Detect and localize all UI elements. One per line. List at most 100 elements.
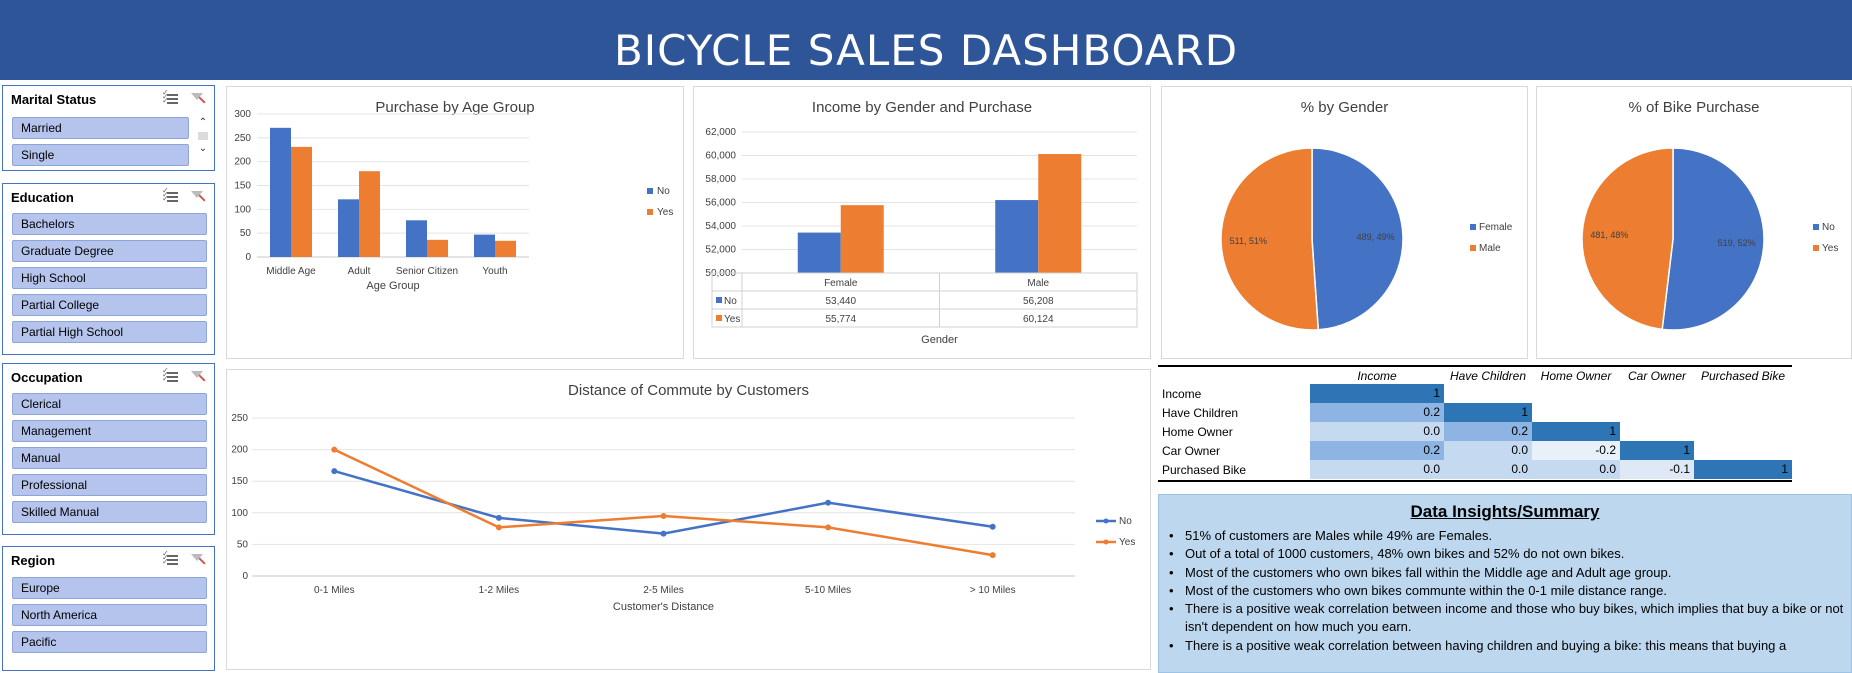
slicer-item-europe[interactable]: Europe: [12, 577, 207, 599]
data-table-legend-key: [716, 297, 722, 303]
bar: [270, 127, 291, 257]
slicer-item-clerical[interactable]: Clerical: [12, 393, 207, 415]
x-tick-label: Senior Citizen: [396, 266, 458, 277]
slicer-item-partial-college[interactable]: Partial College: [12, 294, 207, 316]
data-table-border: [711, 272, 1138, 328]
dashboard-title: BICYCLE SALES DASHBOARD: [613, 26, 1239, 75]
y-tick-label: 62,000: [705, 127, 736, 138]
legend-label: Yes: [657, 207, 673, 218]
dashboard-header: BICYCLE SALES DASHBOARD: [0, 0, 1852, 80]
slicer-item-management[interactable]: Management: [12, 420, 207, 442]
chart-percent-bike-purchase[interactable]: % of Bike Purchase 519, 52% 481, 48% No Yes: [1536, 86, 1852, 359]
data-point: [989, 523, 996, 530]
y-tick-label: 300: [234, 109, 251, 120]
y-tick-label: 0: [245, 252, 251, 263]
x-tick-label: 0-1 Miles: [314, 585, 355, 596]
legend-swatch: [647, 209, 653, 215]
data-table-value: 55,774: [825, 314, 856, 325]
correlation-row-label: Income: [1162, 387, 1202, 401]
y-tick-label: 0: [242, 571, 248, 582]
multi-select-icon[interactable]: [162, 368, 178, 384]
chevron-up-icon[interactable]: ⌃: [198, 117, 208, 128]
legend-label: Female: [1479, 222, 1513, 233]
correlation-cell: -0.2: [1532, 441, 1620, 460]
slicer-item-skilled-manual[interactable]: Skilled Manual: [12, 501, 207, 523]
chart-purchase-by-age-group[interactable]: Purchase by Age Group 0 50 100 150 200 250 300…: [226, 86, 684, 359]
clear-filter-icon[interactable]: [190, 190, 206, 204]
insight-item: There is a positive weak correlation bet…: [1167, 600, 1847, 637]
x-axis-title: Age Group: [366, 280, 419, 292]
table-bottom-border: [1158, 480, 1792, 482]
correlation-cell: 0.0: [1310, 422, 1444, 441]
correlation-cell: 0.0: [1310, 460, 1444, 479]
x-tick-label: Adult: [348, 266, 371, 277]
insights-title: Data Insights/Summary: [1410, 502, 1600, 521]
y-tick-label: 200: [234, 157, 251, 168]
x-tick-label: 5-10 Miles: [805, 585, 851, 596]
correlation-column-header: Car Owner: [1627, 369, 1686, 383]
x-axis-title: Gender: [921, 334, 958, 346]
bar: [474, 234, 495, 257]
multi-select-icon[interactable]: [162, 551, 178, 567]
clear-filter-icon[interactable]: [190, 370, 206, 384]
data-table-value: 60,124: [1023, 314, 1054, 325]
multi-select-icon[interactable]: [162, 188, 178, 204]
slicer-marital-status: Marital Status Married Single ⌃ ⌄: [2, 85, 215, 171]
slicer-item-professional[interactable]: Professional: [12, 474, 207, 496]
bar: [995, 200, 1039, 273]
slicer-item-north-america[interactable]: North America: [12, 604, 207, 626]
slicer-item-pacific[interactable]: Pacific: [12, 631, 207, 653]
slicer-header: Marital Status: [3, 86, 214, 114]
age-group-bar-chart: 0 50 100 150 200 250 300 Middle Age Adult Senior …: [234, 109, 673, 292]
chart-title: % of Bike Purchase: [1628, 99, 1760, 116]
y-tick-label: 100: [234, 204, 251, 215]
insight-item: Out of a total of 1000 customers, 48% ow…: [1167, 545, 1847, 564]
legend-swatch: [1470, 224, 1476, 230]
chart-distance-of-commute[interactable]: Distance of Commute by Customers 0 50 100 1…: [226, 369, 1151, 670]
multi-select-icon[interactable]: [162, 90, 178, 106]
correlation-cell: 1: [1694, 460, 1792, 479]
slicer-title: Occupation: [11, 370, 83, 385]
y-tick-label: 250: [231, 413, 248, 424]
correlation-cell: 0.0: [1532, 460, 1620, 479]
scroll-thumb[interactable]: [198, 132, 208, 140]
correlation-cell: 1: [1620, 441, 1694, 460]
y-tick-label: 58,000: [705, 174, 736, 185]
data-table-series-label: Yes: [724, 314, 740, 325]
pie-data-label: 511, 51%: [1230, 236, 1267, 246]
pie-slice: [1311, 147, 1404, 331]
y-tick-label: 54,000: [705, 221, 736, 232]
gender-pie-chart: 489, 49% 511, 51% Female Male: [1220, 147, 1513, 331]
x-tick-label: 1-2 Miles: [479, 585, 520, 596]
clear-filter-icon[interactable]: [190, 553, 206, 567]
chevron-down-icon[interactable]: ⌄: [198, 143, 208, 154]
slicer-item-bachelors[interactable]: Bachelors: [12, 213, 207, 235]
data-table-legend-key: [716, 315, 722, 321]
data-table-series-label: No: [724, 296, 737, 307]
series-line: [333, 469, 993, 535]
data-point: [495, 524, 502, 531]
correlation-cell: 0.0: [1444, 441, 1532, 460]
slicer-item-partial-high-school[interactable]: Partial High School: [12, 321, 207, 343]
slicer-item-graduate-degree[interactable]: Graduate Degree: [12, 240, 207, 262]
chart-percent-by-gender[interactable]: % by Gender 489, 49% 511, 51% Female Male: [1161, 86, 1528, 359]
legend-label: Yes: [1119, 537, 1135, 548]
clear-filter-icon[interactable]: [190, 92, 206, 106]
slicer-item-high-school[interactable]: High School: [12, 267, 207, 289]
legend-marker: [1103, 518, 1109, 524]
purchase-pie-chart: 519, 52% 481, 48% No Yes: [1581, 147, 1838, 331]
slicer-scrollbar[interactable]: ⌃ ⌄: [196, 116, 210, 156]
slicer-item-single[interactable]: Single: [12, 144, 189, 166]
data-point: [660, 512, 667, 519]
slicer-item-married[interactable]: Married: [12, 117, 189, 139]
chart-income-by-gender[interactable]: Income by Gender and Purchase 50,000 52,0…: [693, 86, 1151, 359]
slicer-region: Region Europe North America Pacific: [2, 546, 215, 671]
y-tick-label: 60,000: [705, 151, 736, 162]
slicer-title: Marital Status: [11, 92, 97, 107]
income-bar-chart: 50,00052,00054,00056,00058,00060,00062,0…: [705, 127, 1138, 346]
slicer-item-manual[interactable]: Manual: [12, 447, 207, 469]
correlation-cell: 1: [1310, 384, 1444, 403]
correlation-row-label: Have Children: [1162, 406, 1239, 420]
data-table-value: 53,440: [825, 296, 856, 307]
x-tick-label: Youth: [482, 266, 507, 277]
